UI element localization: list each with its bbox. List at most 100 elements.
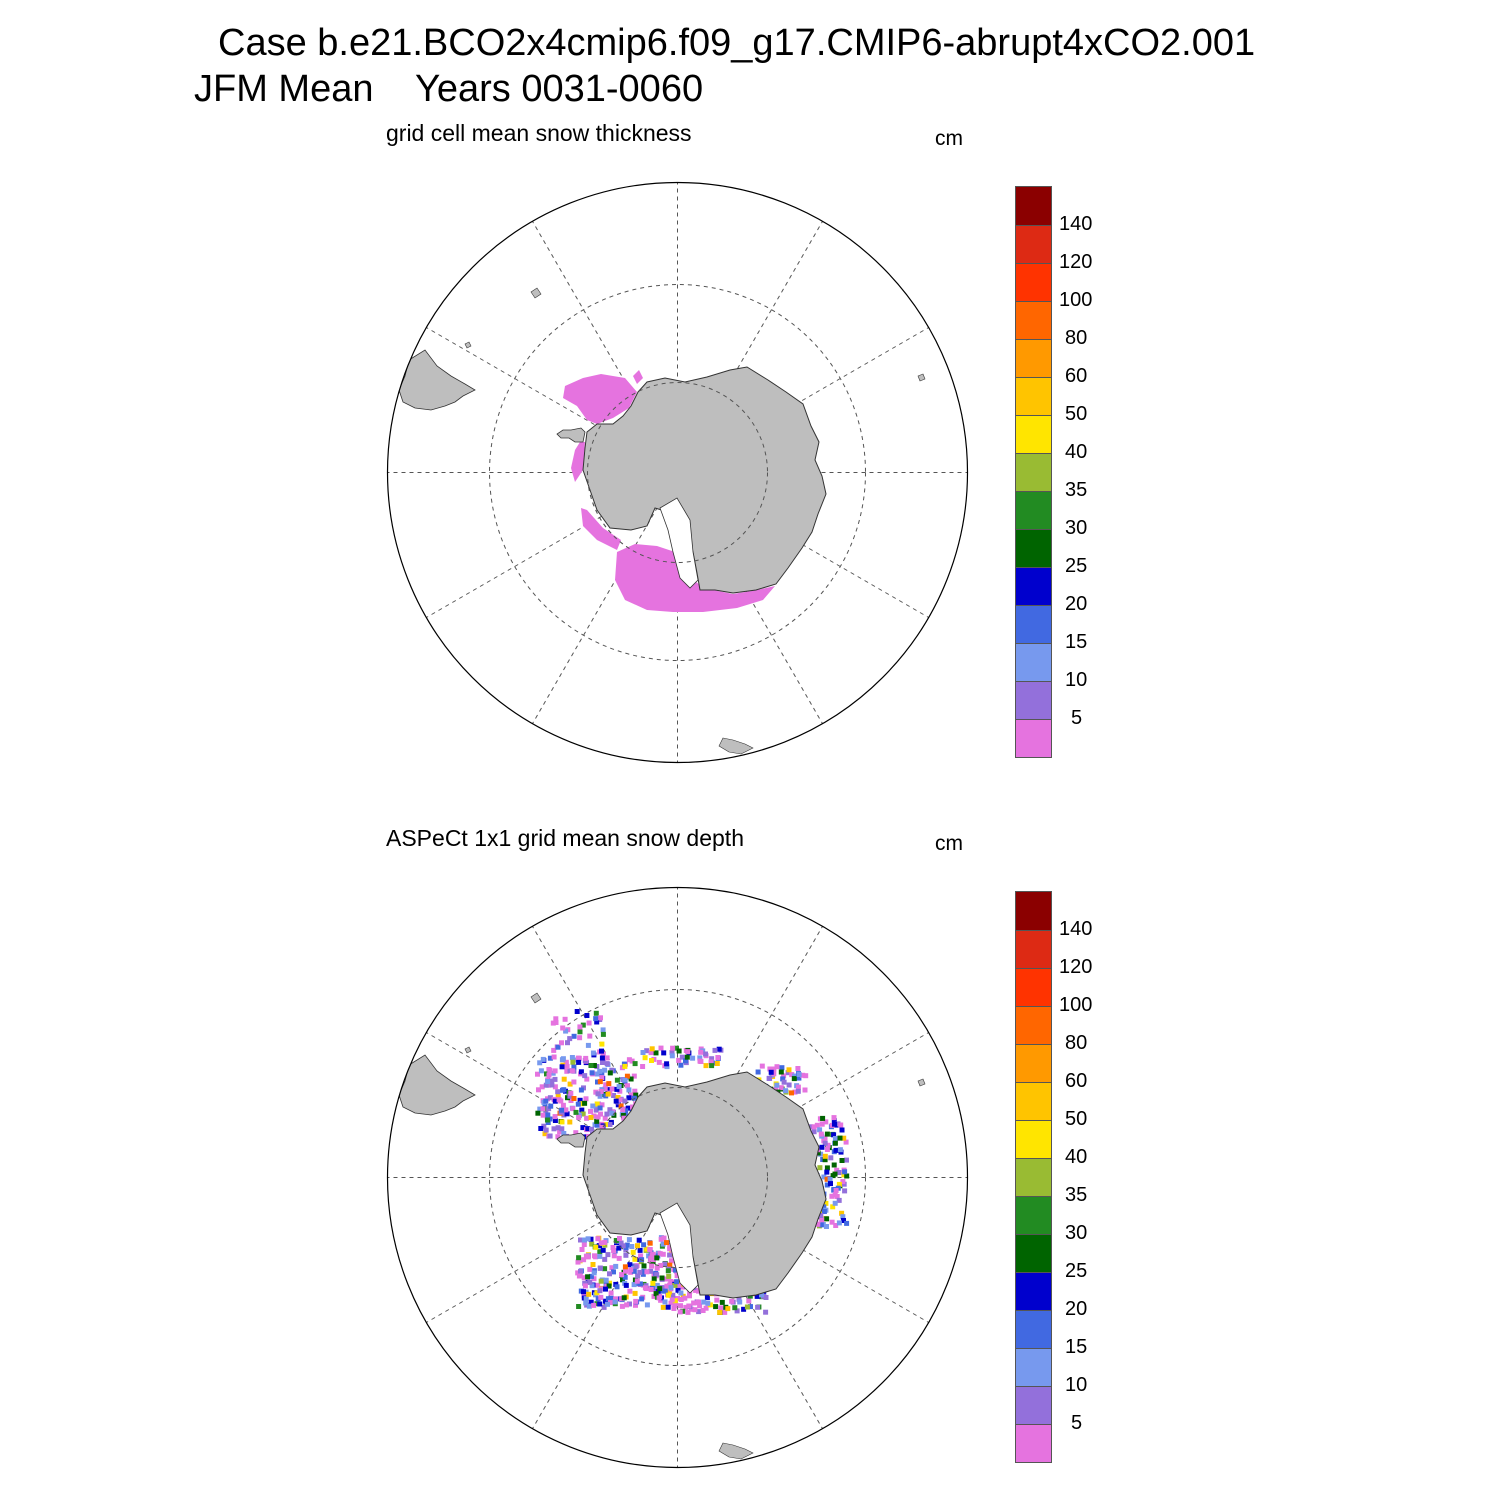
snow-depth-cell [678,1290,684,1296]
snow-depth-cell [585,1236,591,1242]
snow-depth-cell [831,1132,837,1138]
snow-depth-cell [578,1237,583,1243]
snow-depth-cell [589,1070,595,1076]
snow-depth-cell [580,1125,586,1131]
snow-depth-cell [839,1210,845,1216]
snow-depth-cell [582,1073,588,1079]
snow-depth-cell [585,1274,591,1280]
snow-depth-cell [647,1247,653,1252]
snow-depth-cell [675,1287,681,1293]
snow-depth-cell [584,1115,590,1121]
snow-depth-cell [576,1304,582,1309]
panel2-units: cm [935,832,963,855]
snow-depth-cell [590,1050,596,1056]
snow-depth-cell [832,1171,838,1177]
snow-depth-cell [603,1277,609,1283]
colorbar-label: 40 [1065,441,1088,463]
snow-depth-cell [583,1296,589,1302]
snow-depth-cell [640,1050,646,1055]
snow-depth-cell [674,1273,680,1278]
snow-depth-cell [712,1047,718,1053]
snow-depth-cell [599,1055,605,1061]
snow-depth-cell [674,1045,679,1051]
snow-depth-cell [737,1299,743,1305]
snow-depth-cell [595,1236,601,1242]
snow-depth-cell [588,1273,594,1279]
snow-depth-cell [823,1200,829,1206]
snow-depth-cell [771,1071,777,1077]
snow-depth-cell [545,1112,551,1118]
snow-depth-cell [666,1273,672,1279]
snow-depth-cell [578,1069,584,1075]
snow-depth-cell [641,1242,647,1248]
snow-depth-cell [785,1070,791,1076]
snow-depth-cell [725,1306,731,1312]
colorbar-label: 25 [1065,1260,1088,1282]
snow-depth-cell [562,1016,568,1022]
snow-depth-cell [568,1098,574,1103]
snow-depth-cell [609,1110,615,1116]
colorbar-box [1016,605,1051,643]
snow-depth-cell [581,1242,587,1247]
snow-depth-cell [627,1301,632,1307]
snow-depth-cell [651,1276,657,1282]
snow-depth-cell [577,1029,583,1035]
snow-depth-cell [841,1172,847,1178]
snow-depth-cell [595,1282,601,1288]
snow-depth-cell [664,1283,670,1289]
snow-depth-cell [591,1270,597,1276]
snow-depth-cell [567,1119,573,1125]
snow-depth-cell [595,1079,600,1085]
snow-depth-cell [604,1061,610,1067]
snow-depth-cell [660,1241,666,1247]
snow-depth-cell [599,1075,605,1081]
snow-depth-cell [661,1050,667,1056]
snow-depth-cell [781,1073,787,1079]
snow-depth-cell [599,1072,605,1077]
snow-depth-cell [821,1204,827,1210]
snow-depth-cell [565,1040,570,1046]
snow-depth-cell [582,1280,588,1286]
snow-depth-cell [552,1118,558,1123]
snow-depth-cell [600,1051,606,1057]
snow-depth-cell [597,1249,603,1255]
colorbar-label: 50 [1065,1108,1088,1130]
snow-depth-cell [839,1127,845,1133]
snow-depth-cell [559,1119,565,1125]
snow-depth-cell [839,1158,845,1163]
snow-depth-cell [613,1098,619,1104]
snow-depth-cell [626,1057,632,1063]
snow-depth-cell [836,1220,842,1226]
snow-depth-cell [701,1299,707,1305]
snow-depth-cell [588,1236,594,1242]
snow-depth-cell [807,1124,813,1130]
snow-depth-cell [568,1090,574,1096]
snow-depth-cell [792,1073,798,1079]
snow-depth-cell [547,1055,553,1061]
snow-depth-cell [632,1290,638,1296]
snow-depth-cell [549,1078,555,1084]
snow-depth-cell [696,1309,702,1315]
snow-depth-cell [631,1265,636,1271]
snow-depth-cell [547,1068,553,1073]
meridian-gridline [532,472,678,724]
snow-depth-cell [551,1126,557,1132]
snow-depth-cell [669,1050,675,1055]
antarctic-peninsula [556,1132,586,1148]
snow-depth-cell [551,1054,557,1060]
snow-depth-cell [832,1121,837,1127]
snow-depth-cell [656,1059,662,1065]
snow-depth-cell [661,1235,667,1241]
snow-depth-cell [552,1084,558,1090]
snow-depth-cell [632,1256,638,1262]
snow-depth-cell [555,1134,561,1140]
south-america-landmass [398,349,476,411]
snow-depth-cell [615,1095,621,1100]
colorbar-label: 5 [1071,1412,1083,1434]
snow-depth-cell [680,1284,686,1290]
snow-depth-cell [781,1079,787,1085]
colorbar-label: 120 [1059,251,1093,273]
snow-depth-cell [620,1243,626,1249]
snow-depth-cell [594,1019,600,1025]
snow-depth-cell [577,1097,583,1103]
